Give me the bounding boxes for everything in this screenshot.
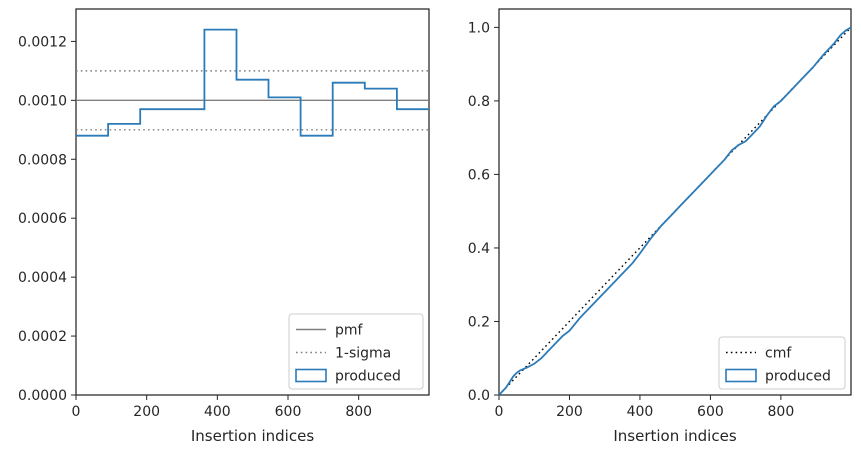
y-tick-label: 0.0000: [18, 388, 67, 404]
x-axis-label: Insertion indices: [191, 427, 314, 445]
x-tick-label: 800: [345, 404, 372, 420]
y-tick-label: 1.0: [468, 20, 490, 36]
y-tick-label: 0.0008: [18, 152, 67, 168]
legend: pmf 1-sigma produced: [288, 313, 424, 390]
reference-lines: [76, 70, 429, 131]
legend-swatch: [725, 368, 757, 383]
x-axis: 0 200 400 600 800: [495, 395, 795, 420]
x-axis: 0 200 400 600 800: [72, 395, 372, 420]
cumulative-panel: 0.0 0.2 0.4 0.6 0.8 1.0 0 200 400 600 800 Inserti…: [468, 8, 852, 445]
x-tick-label: 400: [627, 404, 654, 420]
histogram-panel: 0.0000 0.0002 0.0004 0.0006 0.0008 0.0010 0.00…: [18, 8, 430, 445]
produced-series: [498, 26, 852, 396]
x-tick-label: 0: [72, 404, 81, 420]
x-tick-label: 600: [275, 404, 302, 420]
plot-frame: [75, 8, 430, 396]
y-tick-label: 0.0002: [18, 329, 67, 345]
series-layer: [498, 26, 852, 396]
y-tick-label: 0.4: [468, 241, 490, 257]
y-tick-label: 0.6: [468, 167, 490, 183]
y-tick-label: 0.0004: [18, 270, 67, 286]
produced-series: [76, 28, 429, 137]
legend-label: pmf: [335, 323, 364, 339]
y-tick-label: 0.8: [468, 94, 490, 110]
x-tick-label: 400: [204, 404, 231, 420]
y-tick-label: 0.0010: [18, 93, 67, 109]
legend-label: cmf: [765, 346, 792, 362]
y-axis: 0.0000 0.0002 0.0004 0.0006 0.0008 0.0010 0.00…: [18, 34, 76, 404]
legend-box: [718, 336, 846, 390]
x-tick-label: 200: [556, 404, 583, 420]
x-tick-label: 0: [495, 404, 504, 420]
y-tick-label: 0.0: [468, 388, 490, 404]
x-axis-label: Insertion indices: [613, 427, 736, 445]
y-axis: 0.0 0.2 0.4 0.6 0.8 1.0: [468, 20, 499, 404]
legend-label: 1-sigma: [335, 346, 391, 362]
y-tick-label: 0.0012: [18, 34, 67, 50]
legend-swatch: [295, 368, 327, 383]
legend-label: produced: [765, 369, 831, 385]
x-tick-label: 800: [768, 404, 795, 420]
y-tick-label: 0.0006: [18, 211, 67, 227]
x-tick-label: 600: [697, 404, 724, 420]
x-tick-label: 200: [133, 404, 160, 420]
legend-label: produced: [335, 369, 401, 385]
legend: cmf produced: [718, 336, 846, 390]
series-layer: [76, 28, 429, 137]
y-tick-label: 0.2: [468, 314, 490, 330]
plot-frame: [498, 8, 852, 396]
